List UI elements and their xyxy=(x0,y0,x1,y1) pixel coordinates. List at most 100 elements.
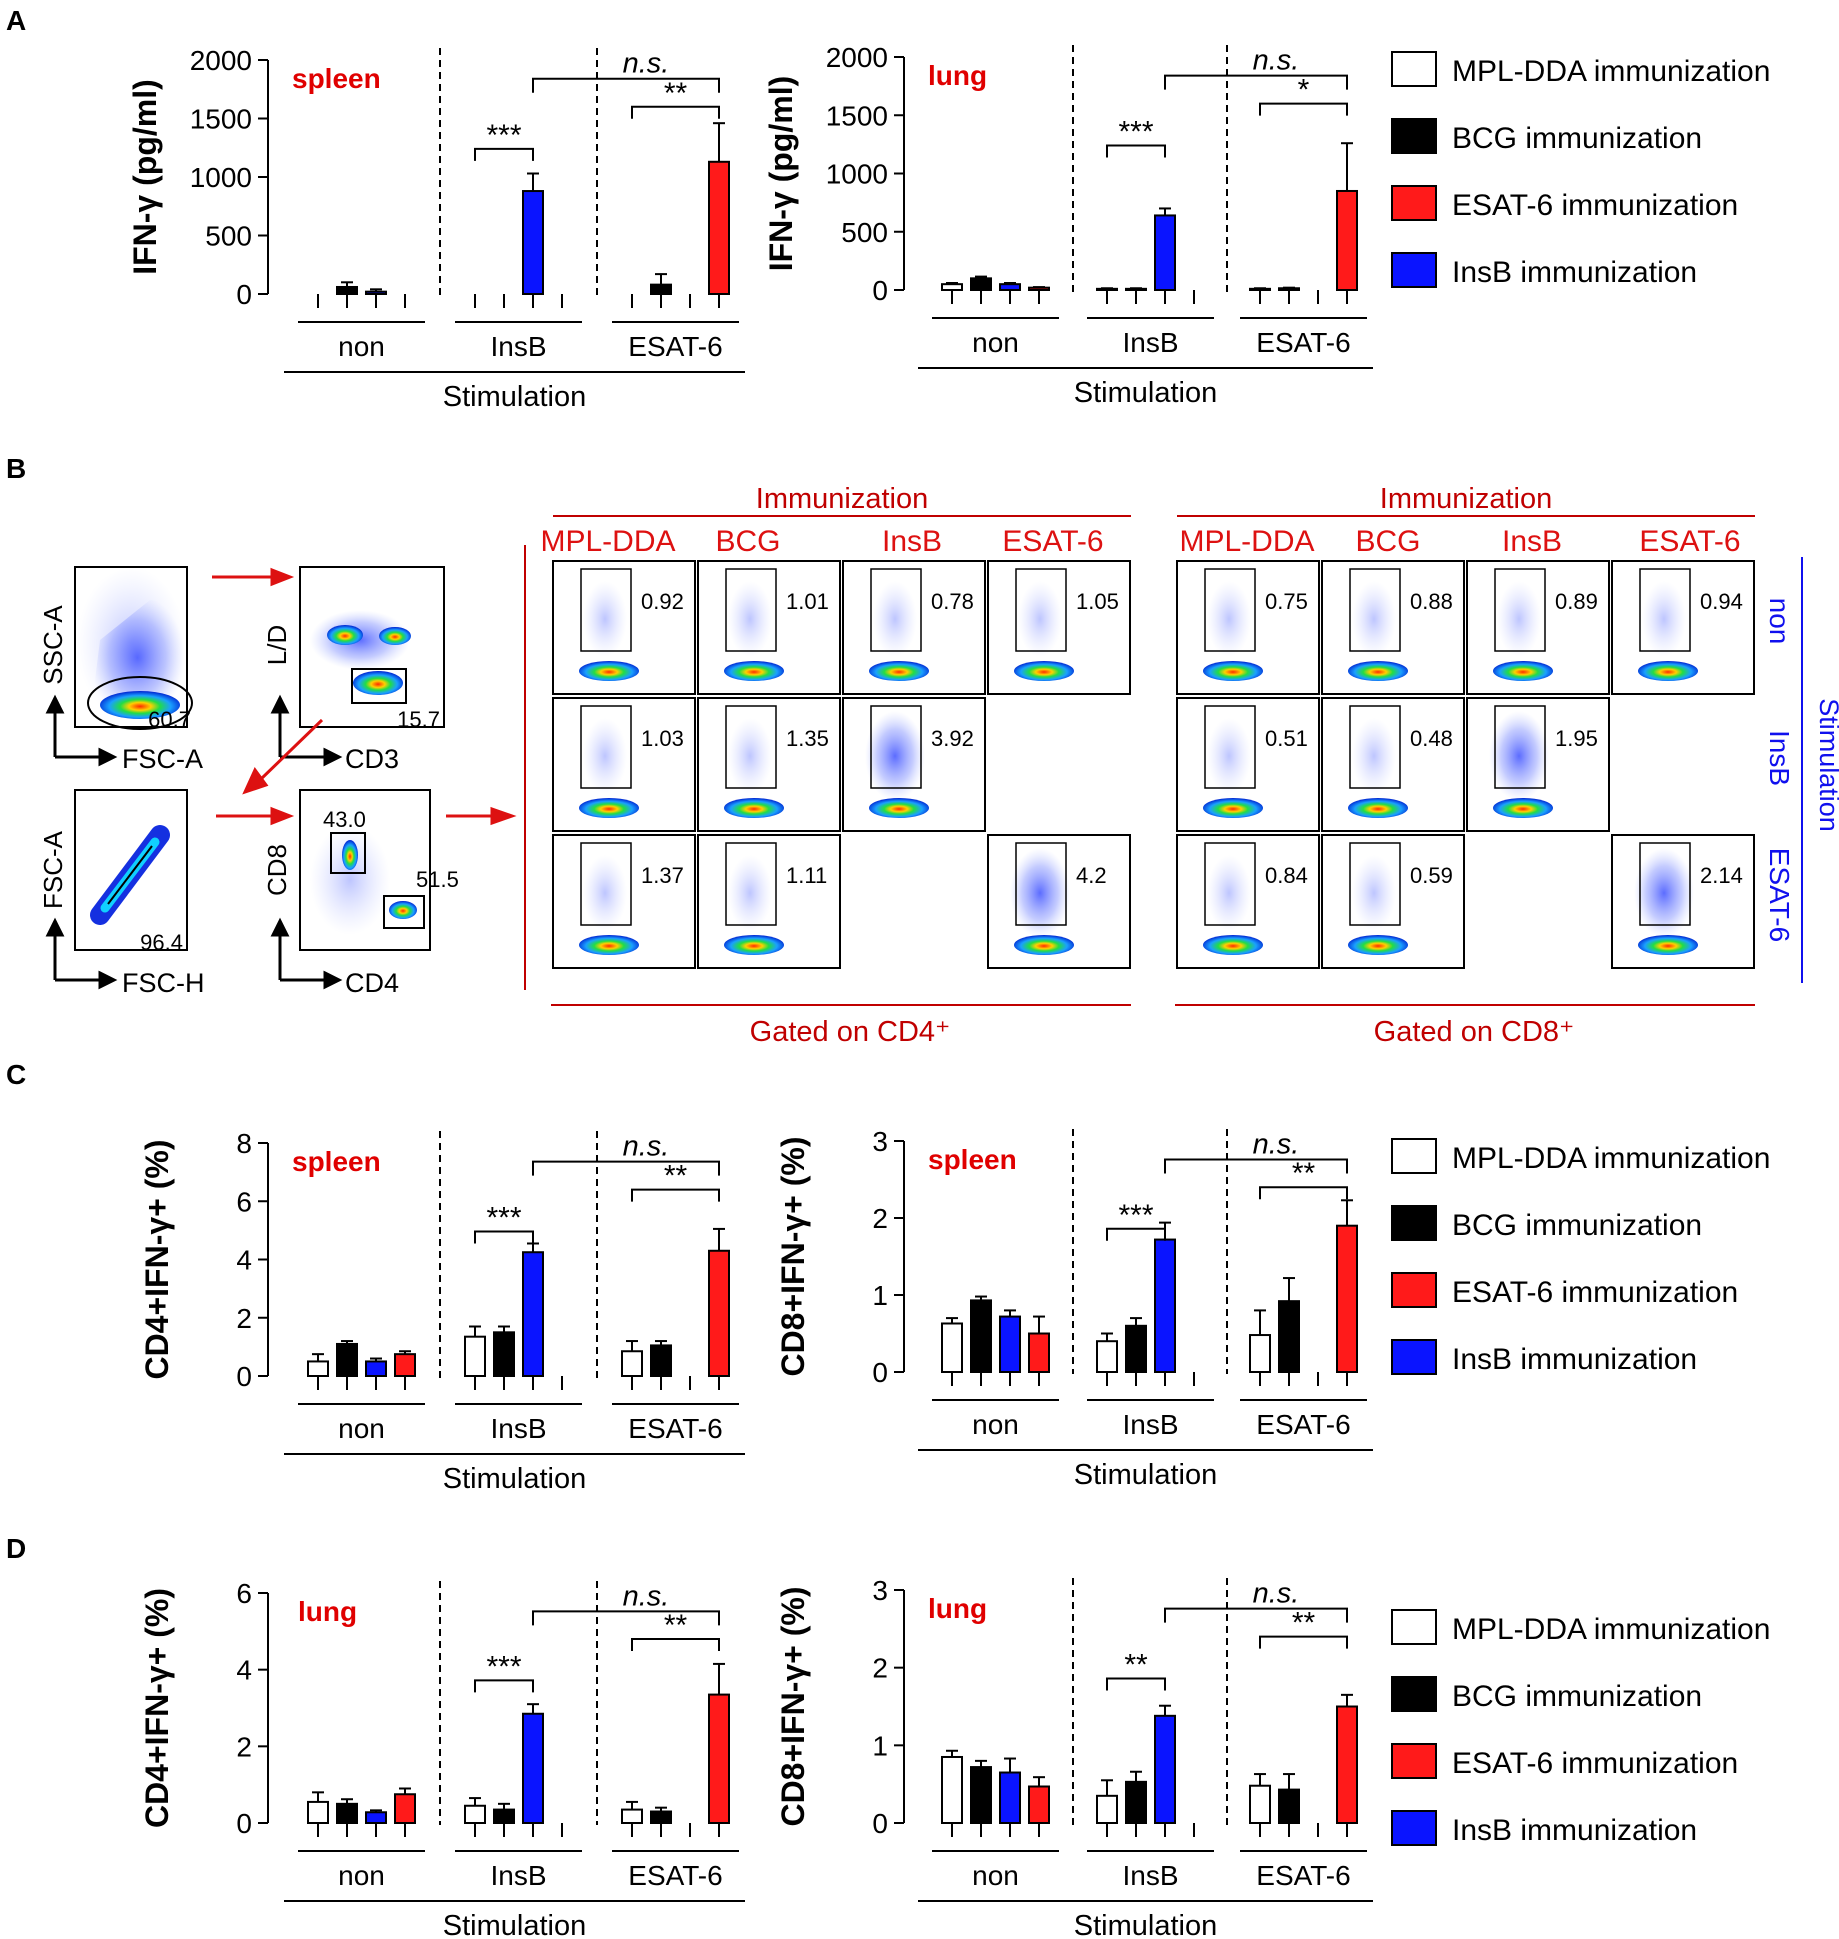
legend-swatch xyxy=(1391,1339,1437,1375)
gate-box xyxy=(1349,568,1401,652)
gate-box xyxy=(1639,568,1691,652)
gate-percent: 15.7 xyxy=(397,707,440,732)
gate-box xyxy=(725,705,777,789)
chart-D-cd4-lung: 0 2 4 6 CD4+IFN-γ+ (%) lung non InsB ESAT-6 Stimu… xyxy=(139,1578,745,1939)
significance-bracket xyxy=(631,1638,720,1651)
ns-label: n.s. xyxy=(1253,1578,1300,1610)
significance-label: *** xyxy=(1118,116,1153,149)
gate-box xyxy=(1204,705,1256,789)
ns-bracket xyxy=(1164,1158,1348,1174)
legend-swatch xyxy=(1391,1743,1437,1779)
flow-grids: Stimulation Immunization MPL-DDA BCG InsB ES… xyxy=(524,483,1839,1048)
gating-plot-cd4-cd8: 43.0 51.5 CD8 CD4 xyxy=(262,789,459,998)
legend-label: MPL-DDA immunization xyxy=(1452,55,1770,88)
y-tick-label: 1000 xyxy=(190,162,252,193)
gate-box xyxy=(725,568,777,652)
density-blob xyxy=(724,798,784,818)
x-axis-label: Stimulation xyxy=(1074,377,1217,409)
group-label: ESAT-6 xyxy=(1256,1860,1350,1891)
gate-percent-cd8: 43.0 xyxy=(323,807,366,832)
bar xyxy=(336,285,358,296)
density-cloud xyxy=(728,855,772,931)
legend-label: ESAT-6 immunization xyxy=(1452,1747,1738,1780)
flow-plot: 3.92 xyxy=(842,697,986,832)
y-tick-label: 3 xyxy=(872,1126,888,1157)
bar xyxy=(365,1360,387,1377)
bar xyxy=(1336,1224,1358,1373)
gate-percent: 0.92 xyxy=(641,589,684,614)
legend-label: ESAT-6 immunization xyxy=(1452,189,1738,222)
bar xyxy=(307,1360,329,1377)
row-label: non xyxy=(1764,598,1795,645)
chart-title: spleen xyxy=(292,63,381,94)
flow-plot: 0.94 xyxy=(1611,560,1755,695)
legend-swatch xyxy=(1391,1676,1437,1712)
panel-letters: A B C D xyxy=(6,5,26,1564)
bar xyxy=(941,283,963,291)
y-tick-label: 2 xyxy=(872,1653,888,1684)
density-blob xyxy=(353,671,403,695)
y-axis-label: IFN-γ (pg/ml) xyxy=(763,76,799,272)
y-axis-label: CD4+IFN-γ+ (%) xyxy=(139,1139,175,1379)
significance-label: ** xyxy=(664,1160,688,1193)
significance-bracket xyxy=(474,1679,534,1693)
immunization-label: Immunization xyxy=(1380,483,1552,515)
gating-plot-fsch-fsca: 96.4 FSC-A FSC-H xyxy=(38,789,205,998)
row-label: ESAT-6 xyxy=(1764,848,1795,942)
group-label: ESAT-6 xyxy=(628,331,722,362)
y-axis-label: CD8+IFN-γ+ (%) xyxy=(775,1586,811,1826)
flow-plot: 1.03 xyxy=(552,697,696,832)
flow-plot: 0.92 xyxy=(552,560,696,695)
bar xyxy=(1336,1705,1358,1824)
density-blob xyxy=(1638,661,1698,681)
density-blob xyxy=(1493,798,1553,818)
significance-bracket xyxy=(631,1188,720,1202)
y-axis-label: CD8+IFN-γ+ (%) xyxy=(775,1136,811,1376)
gated-label: Gated on CD4⁺ xyxy=(750,1016,951,1048)
gate-box xyxy=(1494,568,1546,652)
y-axis-label: CD4+IFN-γ+ (%) xyxy=(139,1588,175,1828)
legend-2: MPL-DDA immunization BCG immunization ESAT… xyxy=(1391,1609,1770,1847)
density-cloud xyxy=(1489,711,1549,801)
gate-box xyxy=(330,832,366,874)
bar xyxy=(522,1251,544,1377)
y-tick-label: 2 xyxy=(236,1731,252,1762)
gate-percent: 0.48 xyxy=(1410,726,1453,751)
y-tick-label: 2 xyxy=(872,1203,888,1234)
bar xyxy=(650,1810,672,1824)
y-tick-label: 0 xyxy=(872,1357,888,1388)
legend-label: InsB immunization xyxy=(1452,1343,1697,1376)
bar xyxy=(708,1249,730,1377)
legend-label: InsB immunization xyxy=(1452,1814,1697,1847)
gate-box xyxy=(1204,842,1256,926)
gating-flow-arrows xyxy=(212,567,517,826)
density-blob xyxy=(1348,661,1408,681)
ns-label: n.s. xyxy=(623,1580,670,1612)
density-cloud xyxy=(873,581,917,657)
legend-swatch xyxy=(1391,1609,1437,1645)
gate-percent: 60.7 xyxy=(148,707,191,732)
bar xyxy=(1154,1714,1176,1824)
stimulation-vertical-label: Stimulation xyxy=(1814,698,1839,832)
gate-box xyxy=(1204,568,1256,652)
y-tick-label: 1000 xyxy=(826,159,888,190)
density-blob xyxy=(579,661,639,681)
bar xyxy=(522,190,544,295)
gate-percent: 4.2 xyxy=(1076,863,1107,888)
chart-A-spleen: 0 500 1000 1500 2000 IFN-γ (pg/ml) spleen non In… xyxy=(127,45,745,413)
legends: MPL-DDA immunization BCG immunization ESAT… xyxy=(1391,51,1770,1847)
legend-swatch xyxy=(1391,1810,1437,1846)
density-cloud xyxy=(728,718,772,794)
bar xyxy=(650,1344,672,1377)
ns-bracket xyxy=(1164,1607,1348,1623)
density-blob xyxy=(1203,661,1263,681)
column-label: BCG xyxy=(715,525,780,558)
gate-box xyxy=(580,842,632,926)
group-label: ESAT-6 xyxy=(628,1413,722,1444)
bar xyxy=(970,1766,992,1824)
axis-label-y: CD8 xyxy=(262,844,292,896)
significance-label: *** xyxy=(486,1202,521,1235)
density-blob xyxy=(327,625,363,645)
axis-label-x: CD3 xyxy=(345,744,399,774)
